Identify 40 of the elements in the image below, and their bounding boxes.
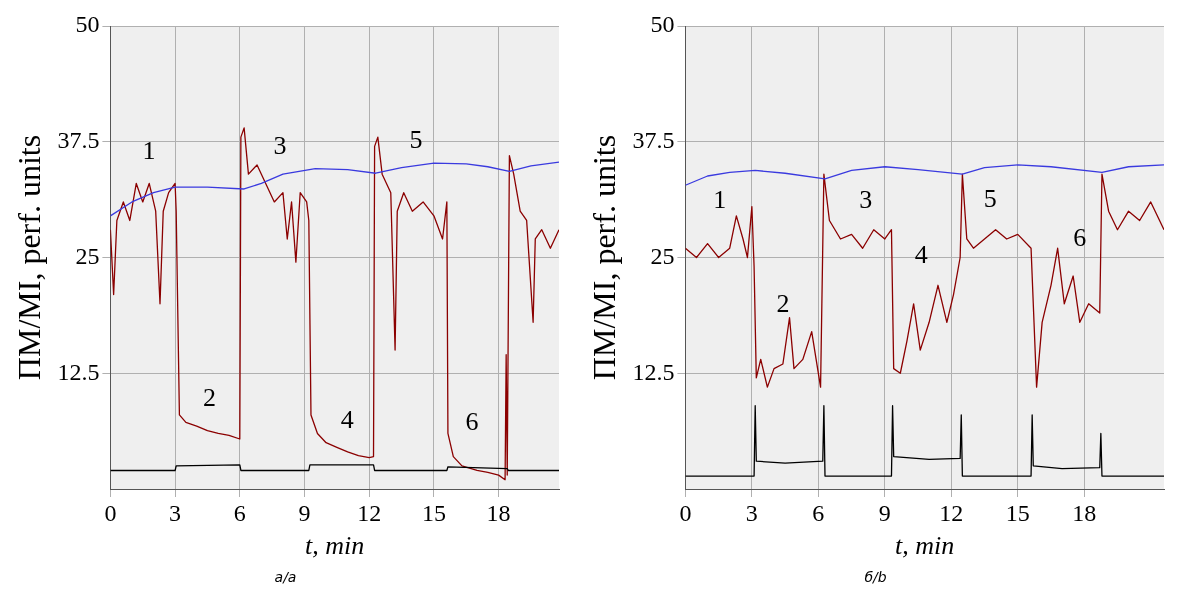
text: б/b [864, 569, 887, 585]
y-axis-title: ПМ/MI, perf. units [10, 134, 47, 381]
annotation: 2 [203, 382, 217, 412]
annotation: 3 [859, 184, 873, 214]
x-axis-title: t, min [305, 531, 365, 561]
x-tick-label: 12 [939, 499, 964, 526]
text: а/a [274, 569, 297, 585]
annotation: 6 [1073, 222, 1087, 252]
annotation: 3 [273, 131, 287, 161]
x-tick-label: 0 [679, 499, 692, 526]
annotation: 5 [983, 183, 997, 213]
x-axis-title: t, min [895, 531, 955, 561]
annotation: 6 [465, 407, 479, 437]
y-tick-label: 12.5 [57, 358, 100, 385]
x-tick-label: 9 [298, 499, 311, 526]
y-axis-title: ПМ/MI, perf. units [585, 134, 622, 381]
x-tick-label: 3 [745, 499, 758, 526]
y-tick-label: 50 [650, 11, 675, 38]
y-tick-label: 37.5 [632, 127, 675, 154]
x-tick-label: 0 [104, 499, 117, 526]
x-tick-label: 6 [812, 499, 825, 526]
x-tick-label: 12 [357, 499, 382, 526]
y-tick-label: 12.5 [632, 358, 675, 385]
x-tick-label: 9 [878, 499, 891, 526]
annotation: 4 [340, 405, 354, 435]
annotation: 4 [914, 240, 928, 270]
x-tick-label: 18 [486, 499, 511, 526]
x-tick-label: 18 [1072, 499, 1097, 526]
y-tick-label: 25 [650, 242, 675, 269]
x-tick-label: 15 [1005, 499, 1030, 526]
x-tick-label: 15 [421, 499, 446, 526]
y-tick-label: 37.5 [57, 127, 100, 154]
x-tick-label: 3 [169, 499, 182, 526]
annotation: 2 [776, 289, 790, 319]
annotation: 1 [713, 184, 727, 214]
annotation: 5 [409, 124, 423, 154]
y-tick-label: 25 [75, 242, 100, 269]
y-tick-label: 50 [75, 11, 100, 38]
annotation: 1 [142, 136, 156, 166]
x-tick-label: 6 [233, 499, 246, 526]
